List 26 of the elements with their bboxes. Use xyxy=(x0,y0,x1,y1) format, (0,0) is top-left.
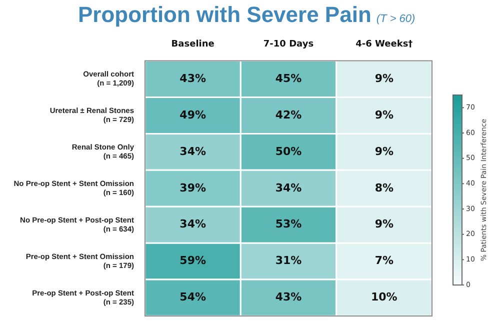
data-label: 10% xyxy=(370,290,398,304)
data-label: 43% xyxy=(275,290,302,304)
data-label: 31% xyxy=(275,254,302,268)
data-label: 42% xyxy=(275,108,302,122)
data-label: 9% xyxy=(374,144,394,158)
chart-subtitle: (T > 60) xyxy=(376,13,416,25)
data-label: 9% xyxy=(374,218,394,231)
chart-title: Proportion with Severe Pain xyxy=(78,2,372,27)
data-label: 39% xyxy=(180,181,206,194)
data-label: 9% xyxy=(374,108,394,122)
data-label: 49% xyxy=(180,108,206,122)
data-label: 45% xyxy=(275,72,302,85)
x-tick-label: 4-6 Weeks† xyxy=(356,40,414,50)
data-label: 54% xyxy=(180,290,206,304)
data-label: 53% xyxy=(275,218,302,231)
data-label: 7% xyxy=(374,254,394,268)
data-label: 34% xyxy=(180,144,206,158)
data-label: 34% xyxy=(180,218,206,231)
data-label: 59% xyxy=(180,254,206,268)
data-label: 43% xyxy=(180,72,206,85)
x-tick-label: 7-10 Days xyxy=(263,40,314,50)
data-label: 9% xyxy=(374,72,394,85)
data-label: 50% xyxy=(275,144,302,158)
data-label: 8% xyxy=(374,181,394,194)
x-tick-label: Baseline xyxy=(171,40,214,50)
data-label: 34% xyxy=(275,181,302,194)
